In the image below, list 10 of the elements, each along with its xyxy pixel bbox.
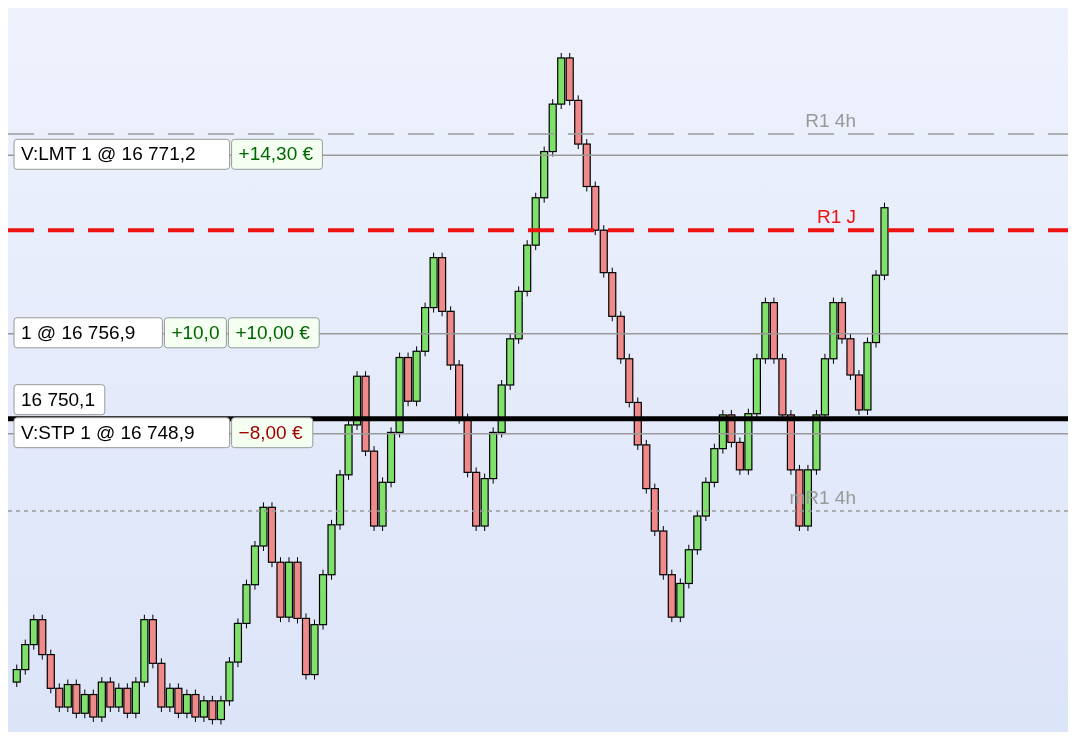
ref-line-label: 16 750,1 [21, 388, 95, 410]
ref-line-label: 1 @ 16 756,9 [21, 321, 136, 343]
annotation: −8,00 € [238, 421, 303, 443]
annotation: +10,0 [171, 321, 220, 343]
annotation: +10,00 € [235, 321, 311, 343]
ref-line-label: R1 J [816, 206, 856, 228]
ref-line-label: V:STP 1 @ 16 748,9 [21, 421, 195, 443]
ref-line-label: V:LMT 1 @ 16 771,2 [21, 143, 196, 165]
annotation: +14,30 € [238, 143, 314, 165]
ref-line-label: R1 4h [805, 110, 856, 132]
